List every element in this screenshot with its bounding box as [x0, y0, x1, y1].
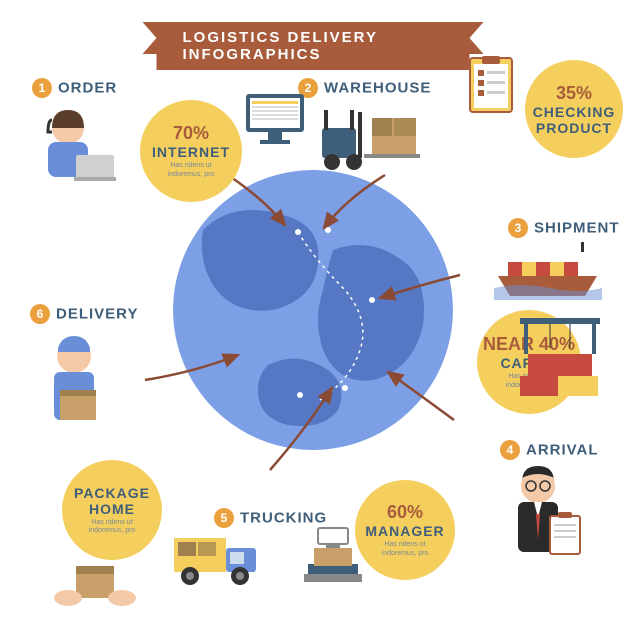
- ship-icon: [490, 238, 605, 303]
- crane-icon: [510, 310, 610, 400]
- step-2: 2WAREHOUSE: [298, 78, 431, 98]
- step-label: ORDER: [58, 80, 117, 97]
- step-6: 6 DELIVERY: [30, 304, 138, 324]
- bubble-package: PACKAGEHOME Has ridens utindoremus, pro: [62, 460, 162, 560]
- step-number: 5: [214, 508, 234, 528]
- step-number: 1: [32, 78, 52, 98]
- title-ribbon: LOGISTICS DELIVERY INFOGRAPHICS: [157, 22, 470, 70]
- bubble-checking: 35%CHECKINGPRODUCT: [525, 60, 623, 158]
- step-label: WAREHOUSE: [324, 80, 431, 97]
- step-number: 3: [508, 218, 528, 238]
- bubble-label: CHECKINGPRODUCT: [533, 104, 616, 136]
- step-1: 1 ORDER: [32, 78, 117, 98]
- step-number: 4: [500, 440, 520, 460]
- bubble-manager: 60%MANAGER Has ridens utindoremus, pro: [355, 480, 455, 580]
- step-label: SHIPMENT: [534, 220, 620, 237]
- bubble-internet: 70%INTERNET Has ridens utindoremus, pro: [140, 100, 242, 202]
- truck-icon: [168, 526, 268, 591]
- bubble-percent: 60%: [387, 502, 423, 523]
- clipboard-icon: [466, 54, 516, 116]
- courier-icon: [32, 328, 122, 438]
- bubble-desc: Has ridens utindoremus, pro: [81, 519, 144, 536]
- hands-box-icon: [50, 560, 140, 615]
- step-3: 3 SHIPMENT: [508, 218, 620, 238]
- step-label: DELIVERY: [56, 306, 138, 323]
- step-label: ARRIVAL: [526, 442, 599, 459]
- operator-icon: [30, 100, 120, 190]
- forklift-icon: [314, 100, 424, 175]
- bubble-label: PACKAGEHOME: [74, 485, 150, 517]
- step-4: 4 ARRIVAL: [500, 440, 599, 460]
- bubble-percent: 35%: [556, 83, 592, 104]
- bubble-percent: 70%: [173, 123, 209, 144]
- bubble-desc: Has ridens utindoremus, pro: [374, 541, 437, 558]
- manager-icon: [498, 460, 588, 570]
- bubble-desc: Has ridens utindoremus, pro: [160, 162, 223, 179]
- step-number: 6: [30, 304, 50, 324]
- globe: [173, 170, 453, 450]
- bubble-label: MANAGER: [365, 523, 444, 539]
- title-text: LOGISTICS DELIVERY INFOGRAPHICS: [183, 29, 378, 63]
- monitor-icon: [240, 90, 310, 150]
- bubble-label: INTERNET: [152, 144, 230, 160]
- scale-icon: [298, 520, 368, 590]
